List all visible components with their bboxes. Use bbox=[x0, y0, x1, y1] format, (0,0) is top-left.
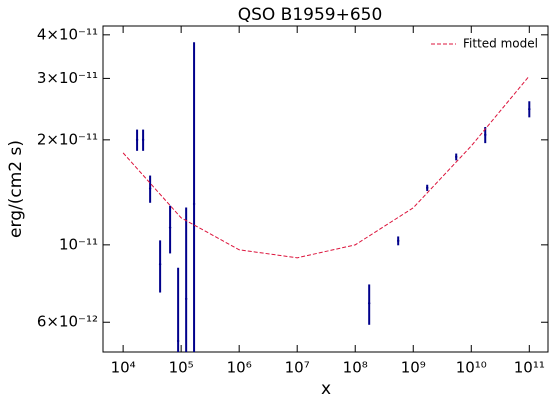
x-tick-label: 10⁵ bbox=[169, 359, 194, 377]
legend-label: Fitted model bbox=[463, 37, 538, 51]
data-point bbox=[455, 155, 458, 159]
data-point bbox=[192, 202, 196, 206]
x-tick-label: 10¹¹ bbox=[514, 359, 545, 377]
chart-title: QSO B1959+650 bbox=[238, 5, 383, 25]
plot-area bbox=[122, 42, 531, 352]
plot-frame bbox=[102, 25, 549, 353]
data-point bbox=[158, 263, 162, 266]
y-tick-label: 4×10⁻¹¹ bbox=[37, 25, 98, 43]
x-axis-label: x bbox=[321, 379, 331, 399]
y-tick-label: 3×10⁻¹¹ bbox=[37, 69, 98, 87]
data-point bbox=[184, 297, 188, 301]
y-tick-label: 2×10⁻¹¹ bbox=[37, 130, 98, 148]
data-point bbox=[528, 107, 531, 111]
x-tick-label: 10⁸ bbox=[343, 359, 368, 377]
fit-line bbox=[122, 75, 530, 259]
x-tick-label: 10⁹ bbox=[401, 359, 426, 377]
data-point bbox=[135, 138, 139, 142]
y-tick-label: 6×10⁻¹² bbox=[37, 313, 98, 331]
y-axis-label: erg/(cm2 s) bbox=[6, 140, 26, 238]
data-point bbox=[176, 339, 180, 343]
data-point bbox=[426, 186, 429, 190]
x-tick-label: 10¹⁰ bbox=[456, 359, 487, 377]
data-point bbox=[141, 138, 145, 142]
data-point bbox=[148, 187, 152, 190]
x-tick-label: 10⁴ bbox=[111, 359, 136, 377]
data-point bbox=[484, 133, 487, 137]
data-point bbox=[367, 302, 371, 305]
y-tick-label: 10⁻¹¹ bbox=[59, 235, 98, 253]
x-tick-label: 10⁶ bbox=[227, 359, 252, 377]
data-point bbox=[396, 239, 400, 243]
x-tick-label: 10⁷ bbox=[285, 359, 310, 377]
data-point bbox=[168, 226, 172, 229]
